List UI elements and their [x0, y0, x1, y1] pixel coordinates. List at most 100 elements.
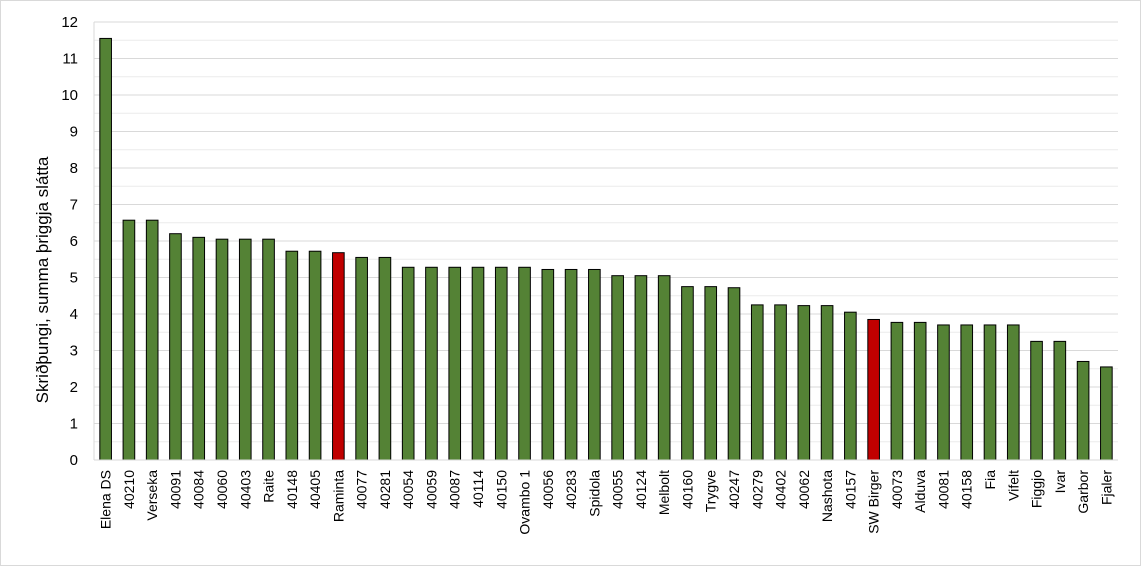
y-tick-label: 5	[70, 270, 78, 287]
axes	[93, 22, 1118, 461]
bar-ivar	[1053, 340, 1067, 461]
x-tick-label: Raminta	[330, 470, 346, 522]
x-tick-label: 40157	[842, 470, 858, 509]
bar-40077	[355, 256, 368, 461]
bar-40114	[471, 266, 485, 461]
bar-40150	[494, 266, 508, 461]
bar-40210	[122, 219, 136, 461]
y-tick-label: 12	[61, 14, 78, 31]
bar-raite	[262, 238, 275, 461]
y-tick-label: 2	[70, 379, 78, 396]
bar-40087	[448, 266, 462, 461]
x-tick-label: Trygve	[703, 470, 719, 512]
bar-verseka	[145, 219, 159, 461]
bar-40157	[844, 311, 857, 461]
x-tick-label: 40403	[237, 470, 253, 509]
x-tick-label: 40060	[214, 470, 230, 509]
x-tick-label: 40073	[889, 470, 905, 509]
bar-40060	[215, 238, 229, 461]
x-tick-label: 40150	[493, 470, 509, 509]
x-tick-label: Alduva	[912, 470, 928, 513]
x-tick-label: Ovambo 1	[517, 470, 533, 535]
bar-40247	[727, 287, 741, 461]
x-tick-label: 40059	[423, 470, 439, 509]
x-tick-label: 40281	[377, 470, 393, 509]
x-tick-label: 40402	[773, 470, 789, 509]
x-tick-label: 40056	[540, 470, 556, 509]
y-tick-label: 3	[70, 343, 78, 360]
x-tick-label: 40114	[470, 470, 486, 508]
bar-40054	[401, 266, 415, 461]
x-tick-label: 40087	[447, 470, 463, 509]
x-tick-label: 40148	[284, 470, 300, 509]
y-tick-label: 4	[70, 306, 78, 323]
y-tick-label: 7	[70, 197, 78, 214]
x-tick-label: 40124	[633, 470, 649, 509]
y-axis-title: Skriðþungi, summa þriggja slátta	[33, 156, 52, 403]
bar-40403	[238, 238, 252, 461]
bar-40091	[169, 233, 182, 461]
bar-trygve	[704, 286, 718, 461]
bar-vifelt	[1006, 324, 1020, 461]
bar-elena-ds	[99, 37, 112, 461]
bar-40073	[890, 321, 904, 461]
bar-40124	[634, 275, 648, 461]
y-tick-label: 0	[70, 452, 78, 469]
x-tick-label: 40077	[354, 470, 370, 509]
x-tick-label: 40062	[796, 470, 812, 509]
x-tick-label: Nashota	[819, 470, 835, 522]
bar-40158	[960, 324, 974, 461]
x-tick-label: 40279	[749, 470, 765, 509]
x-tick-label: 40160	[679, 470, 695, 509]
x-tick-label: Raite	[261, 470, 277, 503]
x-tick-label: Fjaler	[1098, 470, 1114, 505]
bars	[99, 37, 1113, 461]
bar-nashota	[820, 305, 834, 461]
x-tick-labels: Elena DS 40210 Verseka 40091 40084 40060 40403…	[98, 470, 1115, 535]
x-tick-label: 40084	[191, 470, 207, 509]
x-tick-label: 40055	[610, 470, 626, 509]
x-tick-label: Melbolt	[656, 470, 672, 515]
x-tick-label: 40405	[307, 470, 323, 509]
bar-ovambo-1	[518, 266, 531, 461]
bar-garbor	[1076, 360, 1090, 461]
x-tick-label: 40210	[121, 470, 137, 509]
y-tick-label: 8	[70, 160, 78, 177]
bar-40279	[750, 304, 764, 461]
bar-melbolt	[657, 275, 671, 461]
bar-40055	[611, 275, 624, 461]
x-tick-label: Vifelt	[1005, 470, 1021, 501]
y-tick-label: 11	[62, 51, 78, 68]
bar-40062	[797, 305, 811, 461]
bar-40148	[285, 250, 299, 461]
x-tick-label: 40283	[563, 470, 579, 509]
y-tick-label: 10	[61, 87, 78, 104]
bar-fia	[983, 324, 997, 461]
bar-fjaler	[1100, 366, 1113, 461]
x-tick-label: 40247	[726, 470, 742, 509]
x-tick-label: Fia	[982, 470, 998, 490]
bar-40160	[681, 286, 694, 461]
y-tick-label: 1	[70, 416, 78, 433]
bar-figgjo	[1030, 340, 1043, 461]
bar-40405	[308, 250, 322, 461]
bar-40084	[192, 236, 206, 461]
bar-40059	[425, 266, 438, 461]
x-tick-label: Verseka	[144, 470, 160, 521]
bar-spidola	[588, 268, 601, 461]
bar-40283	[564, 268, 578, 461]
bar-40081	[937, 324, 950, 461]
x-tick-label: 40158	[959, 470, 975, 509]
x-tick-label: Garbor	[1075, 470, 1091, 514]
bar-40281	[378, 256, 392, 461]
bar-40402	[774, 304, 787, 461]
x-tick-label: Ivar	[1052, 470, 1068, 494]
bar-raminta	[332, 252, 345, 461]
bar-sw-birger	[867, 318, 880, 461]
x-tick-label: 40091	[167, 470, 183, 509]
x-tick-label: 40054	[400, 470, 416, 509]
x-tick-label: Figgjo	[1029, 470, 1045, 508]
bar-alduva	[913, 321, 927, 461]
